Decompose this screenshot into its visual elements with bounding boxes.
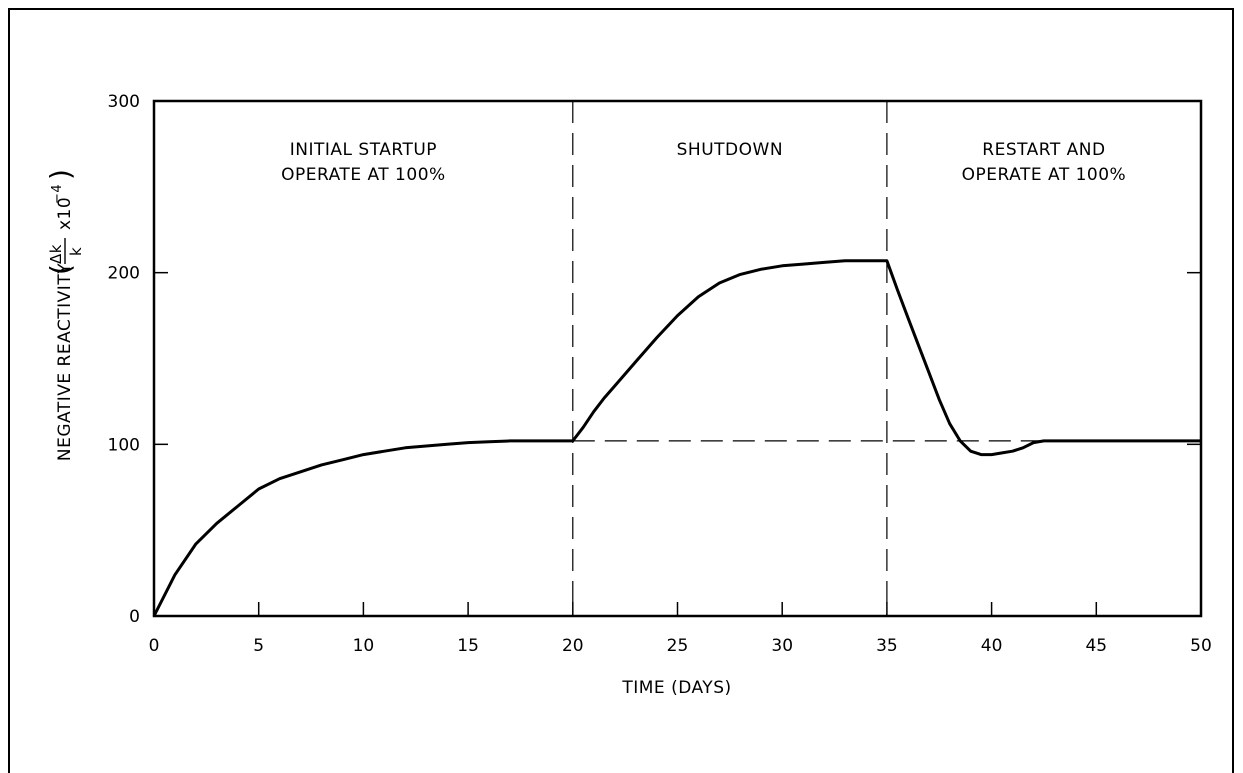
- x-axis-label: TIME (DAYS): [621, 678, 731, 698]
- x-axis-ticks: 0 5 10 15 20 25 30 35 40 45 50: [149, 602, 1212, 656]
- y-axis-label-multiplier: x10: [55, 197, 75, 230]
- x-tick-label: 35: [876, 636, 898, 656]
- x-tick-label: 10: [353, 636, 375, 656]
- x-tick-label: 20: [562, 636, 584, 656]
- y-axis-label: NEGATIVE REACTIVITY ( Δk k x10 −4 ): [44, 169, 85, 462]
- phase-label-1-line2: OPERATE AT 100%: [281, 165, 446, 185]
- phase-labels: INITIAL STARTUP OPERATE AT 100% SHUTDOWN RE…: [281, 140, 1126, 185]
- y-tick-label: 100: [108, 435, 140, 455]
- y-axis-label-exponent: −4: [50, 184, 65, 204]
- phase-label-3-line2: OPERATE AT 100%: [962, 165, 1127, 185]
- y-axis-label-close-paren: ): [44, 169, 77, 180]
- phase-label-1-line1: INITIAL STARTUP: [290, 140, 437, 160]
- y-axis-label-open-paren: (: [44, 264, 77, 275]
- x-tick-label: 30: [771, 636, 793, 656]
- y-axis-ticks: 0 100 200 300: [108, 92, 1201, 627]
- y-axis-label-main: NEGATIVE REACTIVITY: [55, 263, 75, 461]
- x-tick-label: 15: [457, 636, 479, 656]
- phase-label-2-line1: SHUTDOWN: [677, 140, 783, 160]
- reactivity-curve: [152, 259, 1201, 617]
- x-tick-label: 40: [981, 636, 1003, 656]
- y-tick-label: 300: [108, 92, 140, 112]
- x-tick-label: 45: [1085, 636, 1107, 656]
- x-tick-label: 0: [149, 636, 160, 656]
- y-tick-label: 0: [129, 607, 140, 627]
- y-tick-label: 200: [108, 264, 140, 284]
- x-tick-label: 5: [253, 636, 264, 656]
- x-tick-label: 25: [667, 636, 689, 656]
- phase-label-3-line1: RESTART AND: [982, 140, 1105, 160]
- y-axis-label-frac-num: Δk: [47, 244, 65, 264]
- phase-boundary-lines: [572, 101, 888, 616]
- x-tick-label: 50: [1190, 636, 1212, 656]
- y-axis-label-frac-den: k: [67, 247, 85, 256]
- figure-frame: [8, 8, 1234, 773]
